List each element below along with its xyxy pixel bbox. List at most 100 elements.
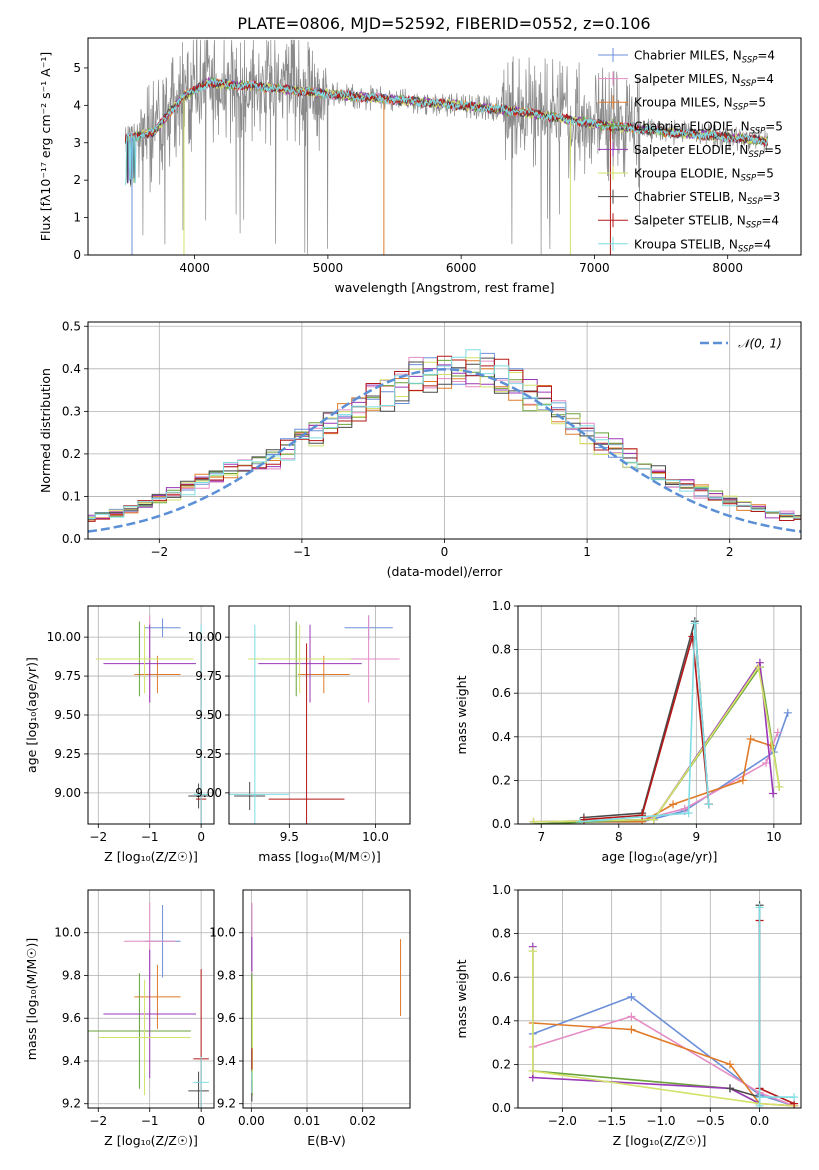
series-line (534, 663, 774, 822)
series-kroupa-elodie (530, 663, 784, 826)
x-axis-label: Z [log₁₀(Z/Z☉)] (613, 1133, 707, 1148)
y-tick-label: 9.6 (62, 1011, 81, 1025)
point-kroupa-miles (134, 965, 180, 1029)
x-axis-label: mass [log₁₀(M/M☉)] (258, 849, 380, 864)
x-tick-label: 0.0 (750, 1114, 769, 1128)
x-tick-label: 4000 (179, 261, 210, 275)
y-tick-label: 0.3 (62, 404, 81, 418)
x-tick-label: 9 (693, 830, 701, 844)
x-tick-label: −2 (150, 545, 168, 559)
y-tick-label: 9.6 (217, 1011, 236, 1025)
y-tick-label: 9.8 (217, 968, 236, 982)
series-kroupa-stelib (576, 619, 713, 825)
y-axis-label: Flux [fλ10⁻¹⁷ erg cm⁻² s⁻¹ A⁻¹] (38, 52, 53, 241)
series-marker (529, 1067, 537, 1075)
series-salpeter-stelib (756, 917, 799, 1108)
y-tick-label: 0.8 (492, 927, 511, 941)
y-tick-label: 0.5 (62, 319, 81, 333)
x-tick-label: −1 (141, 1114, 159, 1128)
plot-area (10, 350, 819, 532)
y-tick-label: 0.6 (492, 970, 511, 984)
series-marker (784, 709, 792, 717)
x-tick-label: 0 (197, 830, 205, 844)
y-tick-label: 9.75 (195, 669, 222, 683)
y-tick-label: 9.4 (62, 1054, 81, 1068)
chart-age-vs-z: −2 −1 0 9.00 9.25 9.50 9.75 10.00 Z [log₁₀(Z/Z☉)… (24, 606, 214, 964)
plot-area (88, 903, 209, 1149)
axes-frame: −2 −1 0 1 2 0.0 0.1 0.2 0.3 0.4 0.5 (data-model)/er… (38, 319, 801, 579)
y-tick-label: 9.2 (217, 1097, 236, 1111)
y-tick-label: 9.75 (54, 669, 81, 683)
legend-label: Kroupa ELODIE, NSSP=5 (634, 167, 774, 184)
y-axis-label: Normed distribution (38, 368, 53, 493)
y-tick-label: 0.2 (492, 773, 511, 787)
point-kroupa-miles (134, 656, 180, 693)
y-tick-label: 9.2 (62, 1097, 81, 1111)
chart-weight-vs-z: −2.0 −1.5 −1.0 −0.5 0.0 0.0 0.2 0.4 0.6 0.8 1.0 Z [… (454, 883, 801, 1148)
axes-frame: −2 −1 0 9.2 9.4 9.6 9.8 10.0 Z [log₁₀(Z/Z☉)] mass… (24, 890, 214, 1148)
point-salpeter-elodie (258, 625, 361, 703)
axes-frame: 0.00 0.01 0.02 9.2 9.4 9.6 9.8 10.0 E(B-V) (209, 890, 410, 1148)
x-tick-label: −0.5 (696, 1114, 725, 1128)
series-marker (762, 759, 770, 767)
y-tick-label: 0.2 (62, 447, 81, 461)
figure: PLATE=0806, MJD=52592, FIBERID=0552, z=0… (0, 0, 819, 1170)
y-tick-label: 2 (73, 173, 81, 187)
plot-area (530, 617, 792, 828)
axes-frame: 4000 5000 6000 7000 8000012345wavelength [An… (38, 38, 801, 295)
series-marker (775, 783, 783, 791)
plot-area (529, 901, 798, 1110)
legend-label: Salpeter STELIB, NSSP=4 (634, 214, 779, 231)
y-tick-label: 9.8 (62, 968, 81, 982)
y-tick-label: 0.6 (492, 686, 511, 700)
x-axis-label: (data-model)/error (387, 564, 504, 579)
series-kroupa-stelib (756, 903, 799, 1109)
x-tick-label: 5000 (313, 261, 344, 275)
chart-weight-vs-age: 7 8 9 100.00.20.40.60.81.0age [log₁₀(age/yr… (454, 599, 801, 864)
point-salpeter-elodie (103, 625, 196, 703)
axes-frame: −2.0 −1.5 −1.0 −0.5 0.0 0.0 0.2 0.4 0.6 0.8 1.0 Z [… (454, 883, 801, 1148)
histogram-chabrier-elodie (10, 360, 819, 527)
chart-residuals: −2 −1 0 1 20.00.10.20.30.40.5(data-model)/er… (10, 319, 819, 579)
legend-label: 𝒩(0, 1) (738, 337, 782, 351)
legend-label: Kroupa STELIB, NSSP=4 (634, 237, 771, 254)
y-tick-label: 10.00 (188, 630, 222, 644)
x-tick-label: 2 (726, 545, 734, 559)
series-marker (529, 947, 537, 955)
y-axis-label: age [log₁₀(age/yr)] (24, 657, 39, 773)
legend-label: Salpeter ELODIE, NSSP=5 (634, 143, 782, 160)
histogram-salpeter-stelib (10, 356, 819, 527)
y-tick-label: 1 (73, 211, 81, 225)
legend-item-kroupa-stelib: Kroupa STELIB, NSSP=4 (598, 237, 771, 255)
x-tick-label: −1.5 (597, 1114, 626, 1128)
point-chabrier-elodie (88, 973, 191, 1088)
point-kroupa-stelib (193, 1057, 208, 1108)
y-tick-label: 9.50 (195, 708, 222, 722)
x-tick-label: −1.0 (646, 1114, 675, 1128)
series-line (730, 905, 760, 1097)
y-tick-label: 0.0 (62, 532, 81, 546)
x-tick-label: 10.0 (362, 830, 389, 844)
x-tick-label: 0 (441, 545, 449, 559)
legend-item-salpeter-miles: Salpeter MILES, NSSP=4 (598, 72, 774, 90)
y-axis-label: mass weight (454, 959, 469, 1038)
series-marker (769, 789, 777, 797)
x-axis-label: Z [log₁₀(Z/Z☉)] (104, 1133, 198, 1148)
axes-frame: −2 −1 09.009.259.509.7510.00Z [log₁₀(Z/Z☉)… (24, 606, 214, 864)
point-kroupa-stelib (220, 625, 289, 964)
point-kroupa-miles (298, 656, 350, 693)
legend-item-chabrier-stelib: Chabrier STELIB, NSSP=3 (598, 190, 780, 208)
x-tick-label: 9.5 (280, 830, 299, 844)
y-tick-label: 3 (73, 136, 81, 150)
point-kroupa-elodie (96, 625, 194, 694)
x-tick-label: 8000 (712, 261, 743, 275)
y-tick-label: 10.0 (209, 926, 236, 940)
series-line (580, 713, 788, 822)
y-tick-label: 10.0 (54, 926, 81, 940)
y-tick-label: 9.25 (54, 747, 81, 761)
x-tick-label: −2.0 (548, 1114, 577, 1128)
x-tick-label: 0.00 (238, 1114, 265, 1128)
axes-border (243, 890, 410, 1108)
chart-mass-vs-z: −2 −1 0 9.2 9.4 9.6 9.8 10.0 Z [log₁₀(Z/Z☉)] mass… (24, 890, 214, 1149)
histogram-salpeter-elodie (10, 365, 819, 528)
